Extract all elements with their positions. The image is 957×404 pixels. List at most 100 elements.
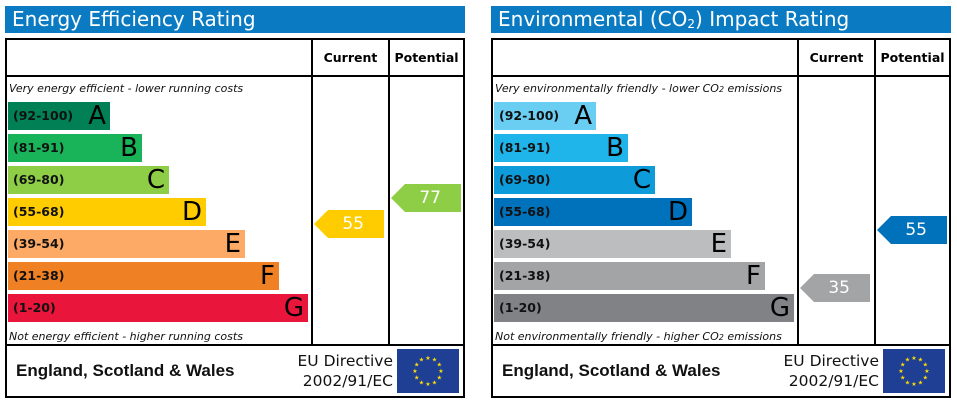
svg-text:★: ★ [911, 381, 916, 388]
svg-text:★: ★ [900, 362, 905, 369]
footer: England, Scotland & Wales EU Directive 2… [493, 346, 949, 396]
footer: England, Scotland & Wales EU Directive 2… [7, 346, 463, 396]
rating-band-d: (55-68) D [8, 197, 206, 227]
band-range: (39-54) [499, 236, 551, 251]
rating-band-b: (81-91) B [494, 133, 628, 163]
potential-rating-value: 77 [419, 188, 441, 208]
column-header-current: Current [323, 50, 378, 65]
svg-text:★: ★ [918, 357, 923, 364]
svg-text:★: ★ [412, 368, 417, 375]
band-letter: A [88, 101, 106, 131]
energy-efficiency-panel: Energy Efficiency Rating Current Potenti… [5, 6, 465, 398]
band-range: (55-68) [499, 204, 551, 219]
band-letter: C [632, 165, 651, 195]
band-letter: G [769, 293, 790, 323]
svg-text:★: ★ [898, 368, 903, 375]
divider [493, 75, 949, 77]
svg-text:★: ★ [419, 379, 424, 386]
rating-band-g: (1-20) G [494, 293, 794, 323]
svg-text:★: ★ [911, 355, 916, 362]
region-label: England, Scotland & Wales [16, 361, 235, 380]
potential-rating-value: 55 [905, 220, 927, 240]
svg-text:★: ★ [900, 375, 905, 382]
rating-band-e: (39-54) E [8, 229, 245, 259]
eu-directive: EU Directive 2002/91/EC [297, 352, 394, 390]
svg-text:★: ★ [438, 368, 443, 375]
band-letter: F [260, 261, 275, 291]
top-note: Very environmentally friendly - lower CO… [495, 82, 783, 95]
potential-rating-arrow: 77 [391, 184, 461, 212]
svg-text:★: ★ [437, 362, 442, 369]
svg-text:★: ★ [419, 357, 424, 364]
band-range: (92-100) [13, 108, 74, 123]
rating-band-b: (81-91) B [8, 133, 142, 163]
bottom-note: Not environmentally friendly - higher CO… [495, 330, 782, 343]
current-rating-value: 55 [342, 214, 364, 234]
rating-table: Current Potential Very environmentally f… [491, 38, 951, 398]
rating-band-a: (92-100) A [494, 101, 596, 131]
band-letter: A [574, 101, 592, 131]
column-header-current: Current [809, 50, 864, 65]
svg-text:★: ★ [918, 379, 923, 386]
svg-text:★: ★ [425, 381, 430, 388]
column-header-potential: Potential [394, 50, 459, 65]
band-letter: E [224, 229, 241, 259]
rating-band-f: (21-38) F [494, 261, 765, 291]
divider [493, 344, 949, 346]
divider [797, 40, 799, 344]
svg-text:★: ★ [432, 357, 437, 364]
rating-table: Current Potential Very energy efficient … [5, 38, 465, 398]
svg-text:★: ★ [905, 357, 910, 364]
svg-text:★: ★ [425, 355, 430, 362]
divider [874, 40, 876, 344]
region-label: England, Scotland & Wales [502, 361, 721, 380]
panel-title: Energy Efficiency Rating [5, 6, 465, 33]
svg-text:★: ★ [923, 375, 928, 382]
rating-band-e: (39-54) E [494, 229, 731, 259]
band-letter: D [667, 197, 688, 227]
panel-title: Environmental (CO2) Impact Rating [491, 6, 951, 33]
current-rating-arrow: 55 [314, 210, 384, 238]
divider [7, 75, 463, 77]
rating-band-a: (92-100) A [8, 101, 110, 131]
eu-flag-icon: ★ ★ ★ ★ ★ ★ ★ ★ ★ ★ ★ ★ [397, 349, 459, 393]
band-range: (1-20) [13, 300, 56, 315]
divider [311, 40, 313, 344]
current-rating-arrow: 35 [800, 274, 870, 302]
band-letter: C [146, 165, 165, 195]
band-range: (39-54) [13, 236, 65, 251]
svg-text:★: ★ [432, 379, 437, 386]
band-letter: B [606, 133, 624, 163]
band-range: (55-68) [13, 204, 65, 219]
svg-text:★: ★ [924, 368, 929, 375]
arrow-shape-icon [391, 184, 461, 212]
band-range: (69-80) [13, 172, 65, 187]
band-range: (21-38) [13, 268, 65, 283]
band-letter: F [746, 261, 761, 291]
svg-text:★: ★ [923, 362, 928, 369]
eu-directive: EU Directive 2002/91/EC [783, 352, 880, 390]
band-letter: B [120, 133, 138, 163]
top-note: Very energy efficient - lower running co… [9, 82, 244, 95]
band-letter: E [710, 229, 727, 259]
band-range: (21-38) [499, 268, 551, 283]
divider [388, 40, 390, 344]
bottom-note: Not energy efficient - higher running co… [9, 330, 243, 343]
rating-band-d: (55-68) D [494, 197, 692, 227]
arrow-shape-icon [800, 274, 870, 302]
band-letter: D [181, 197, 202, 227]
svg-text:★: ★ [414, 375, 419, 382]
eu-flag-icon: ★ ★ ★ ★ ★ ★ ★ ★ ★ ★ ★ ★ [883, 349, 945, 393]
band-range: (81-91) [13, 140, 65, 155]
rating-band-c: (69-80) C [8, 165, 169, 195]
svg-text:★: ★ [414, 362, 419, 369]
band-range: (81-91) [499, 140, 551, 155]
band-letter: G [283, 293, 304, 323]
rating-band-g: (1-20) G [8, 293, 308, 323]
current-rating-value: 35 [828, 278, 850, 298]
svg-text:★: ★ [437, 375, 442, 382]
arrow-shape-icon [877, 216, 947, 244]
svg-text:★: ★ [905, 379, 910, 386]
band-range: (92-100) [499, 108, 560, 123]
band-range: (1-20) [499, 300, 542, 315]
